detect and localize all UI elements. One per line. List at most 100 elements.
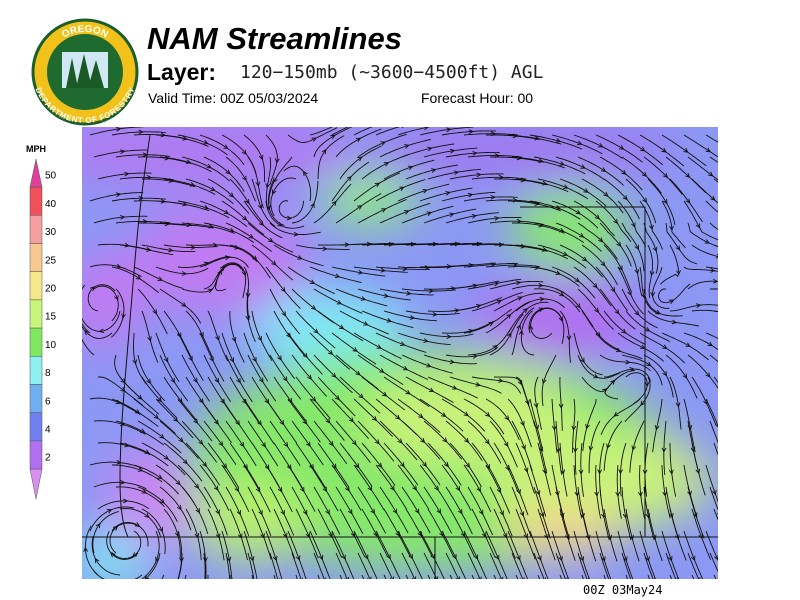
streamline: [137, 288, 168, 335]
streamline-arrow: [286, 332, 291, 339]
streamline-arrow: [215, 335, 220, 341]
streamline: [273, 310, 305, 356]
streamline-arrow: [89, 286, 96, 292]
streamline: [339, 242, 395, 246]
legend-label: 2: [45, 453, 51, 464]
streamline-arrow: [203, 580, 207, 584]
streamline: [463, 196, 518, 202]
streamline-arrow: [575, 209, 582, 215]
streamline-arrow: [736, 291, 741, 296]
streamline: [691, 178, 718, 204]
streamline-arrow: [517, 380, 523, 386]
streamline-arrow: [728, 398, 734, 404]
streamline: [467, 552, 481, 579]
logo-trees: [66, 54, 104, 88]
streamline-arrow: [347, 509, 353, 515]
streamline-arrow: [271, 260, 277, 266]
streamline: [533, 222, 585, 243]
streamline-arrow: [600, 261, 606, 267]
streamline: [581, 310, 619, 351]
legend-cap: [29, 158, 43, 188]
streamline: [155, 134, 209, 147]
streamline: [309, 127, 333, 136]
streamline: [181, 486, 209, 535]
streamline: [89, 506, 135, 532]
streamline-arrow: [453, 170, 460, 176]
streamline-arrow: [242, 175, 247, 182]
streamline: [639, 332, 686, 364]
streamline: [691, 442, 706, 496]
streamline: [555, 552, 566, 579]
streamline: [463, 398, 505, 435]
streamline-arrow: [476, 172, 482, 178]
streamline-arrow: [625, 359, 631, 365]
streamline: [207, 178, 250, 214]
streamline: [247, 552, 255, 579]
streamline: [119, 508, 161, 537]
streamline-arrow: [309, 464, 314, 470]
streamline-arrow: [140, 428, 146, 434]
streamline-arrow: [175, 578, 181, 579]
streamline: [243, 134, 266, 183]
streamline-arrow: [202, 461, 208, 468]
streamline-arrow: [383, 293, 390, 298]
streamline: [405, 508, 433, 557]
streamline: [265, 156, 272, 211]
streamline: [137, 354, 166, 402]
streamline-arrow: [716, 511, 718, 518]
streamline: [661, 530, 680, 579]
legend-swatch: [29, 327, 43, 357]
streamline-arrow: [252, 255, 258, 261]
streamline-arrow: [182, 201, 188, 207]
streamline: [375, 179, 426, 202]
streamline-arrow: [498, 576, 504, 579]
streamline-arrow: [188, 356, 193, 362]
streamline: [185, 442, 220, 486]
streamline-arrow: [137, 394, 143, 400]
streamline: [573, 200, 615, 237]
streamline-arrow: [113, 525, 119, 531]
streamline-arrow: [492, 345, 498, 350]
streamline: [485, 398, 520, 441]
streamline-arrow: [433, 576, 439, 579]
streamline-arrow: [293, 231, 299, 237]
streamline: [541, 354, 557, 407]
streamline: [661, 464, 671, 519]
streamline-arrow: [356, 120, 361, 125]
streamline: [709, 222, 718, 231]
streamline: [445, 486, 473, 535]
streamline: [643, 222, 659, 274]
streamline: [603, 244, 632, 292]
streamline-arrow: [579, 232, 585, 238]
logo-top-text: OREGON: [60, 24, 110, 41]
streamline: [405, 376, 454, 403]
streamline: [485, 464, 511, 514]
streamline: [287, 530, 307, 579]
streamline-arrow: [714, 422, 718, 429]
streamline-arrow: [739, 317, 744, 322]
streamline-arrow: [309, 279, 316, 284]
streamline-arrow: [721, 468, 726, 473]
streamline-arrow: [663, 172, 669, 179]
streamline-arrow: [300, 487, 305, 493]
streamline: [665, 552, 677, 579]
streamline: [705, 530, 718, 562]
streamline-arrow: [144, 575, 150, 579]
streamline: [159, 288, 202, 324]
streamline-arrow: [328, 350, 334, 356]
streamline: [163, 310, 192, 358]
streamline: [619, 442, 627, 497]
streamline: [375, 127, 400, 136]
streamline: [551, 134, 603, 155]
streamline: [265, 464, 293, 513]
streamline: [713, 178, 718, 183]
streamline-arrow: [258, 220, 264, 226]
streamline-arrow: [272, 555, 278, 562]
streamline: [383, 508, 411, 557]
streamline: [141, 376, 178, 419]
streamline-arrow: [334, 273, 341, 279]
streamline: [471, 508, 496, 558]
streamline: [273, 244, 324, 267]
streamline: [133, 266, 184, 289]
streamline-arrow: [676, 270, 681, 276]
